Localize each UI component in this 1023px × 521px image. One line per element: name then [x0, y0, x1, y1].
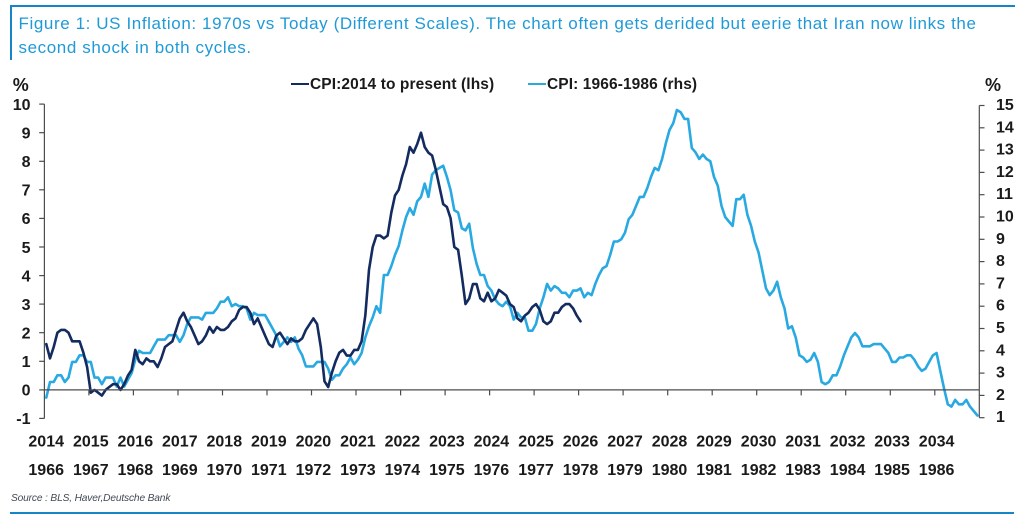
svg-text:-1: -1	[16, 411, 30, 428]
svg-text:2028: 2028	[652, 433, 688, 450]
svg-text:1979: 1979	[607, 462, 643, 479]
svg-text:3: 3	[996, 365, 1005, 382]
svg-text:1: 1	[996, 409, 1005, 426]
svg-text:2026: 2026	[563, 433, 599, 450]
svg-text:2: 2	[996, 387, 1005, 404]
svg-text:6: 6	[22, 211, 31, 228]
svg-text:1972: 1972	[296, 462, 332, 479]
svg-text:1969: 1969	[162, 462, 198, 479]
svg-text:13: 13	[996, 142, 1014, 159]
svg-text:2030: 2030	[741, 433, 777, 450]
svg-text:%: %	[985, 75, 1001, 95]
svg-text:4: 4	[22, 268, 31, 285]
svg-text:2019: 2019	[251, 433, 287, 450]
svg-text:5: 5	[996, 320, 1005, 337]
svg-text:0: 0	[22, 383, 31, 400]
svg-text:8: 8	[996, 253, 1005, 270]
svg-text:1971: 1971	[251, 462, 287, 479]
svg-text:1975: 1975	[429, 462, 465, 479]
svg-text:1983: 1983	[785, 462, 821, 479]
svg-text:1977: 1977	[518, 462, 554, 479]
svg-text:1: 1	[22, 354, 31, 371]
svg-text:1974: 1974	[385, 462, 421, 479]
svg-text:10: 10	[996, 209, 1014, 226]
svg-text:1970: 1970	[207, 462, 243, 479]
svg-text:2034: 2034	[919, 433, 955, 450]
svg-text:2015: 2015	[73, 433, 109, 450]
svg-text:2018: 2018	[207, 433, 243, 450]
svg-text:2024: 2024	[474, 433, 510, 450]
svg-text:1973: 1973	[340, 462, 376, 479]
svg-text:2025: 2025	[518, 433, 554, 450]
svg-text:12: 12	[996, 164, 1014, 181]
svg-text:2033: 2033	[874, 433, 910, 450]
svg-text:5: 5	[22, 240, 31, 257]
svg-text:2027: 2027	[607, 433, 643, 450]
svg-text:1981: 1981	[696, 462, 732, 479]
svg-text:1968: 1968	[118, 462, 154, 479]
svg-text:15: 15	[996, 97, 1014, 114]
svg-text:8: 8	[22, 154, 31, 171]
svg-text:10: 10	[13, 97, 31, 114]
svg-text:1985: 1985	[874, 462, 910, 479]
svg-text:2032: 2032	[830, 433, 866, 450]
svg-text:9: 9	[996, 231, 1005, 248]
svg-text:6: 6	[996, 298, 1005, 315]
svg-text:1980: 1980	[652, 462, 688, 479]
svg-text:1978: 1978	[563, 462, 599, 479]
svg-text:2016: 2016	[118, 433, 154, 450]
svg-text:3: 3	[22, 297, 31, 314]
svg-text:2020: 2020	[296, 433, 332, 450]
svg-text:4: 4	[996, 342, 1005, 359]
svg-text:2014: 2014	[28, 433, 64, 450]
svg-text:7: 7	[996, 275, 1005, 292]
svg-text:14: 14	[996, 119, 1014, 136]
svg-text:1986: 1986	[919, 462, 955, 479]
svg-text:2017: 2017	[162, 433, 198, 450]
svg-text:2021: 2021	[340, 433, 376, 450]
svg-text:1966: 1966	[28, 462, 64, 479]
svg-text:2023: 2023	[429, 433, 465, 450]
svg-text:11: 11	[996, 186, 1013, 203]
svg-text:2022: 2022	[385, 433, 421, 450]
svg-text:%: %	[13, 75, 29, 95]
svg-text:1982: 1982	[741, 462, 777, 479]
svg-text:1967: 1967	[73, 462, 109, 479]
svg-text:9: 9	[22, 126, 31, 143]
svg-text:2: 2	[22, 326, 31, 343]
svg-text:1984: 1984	[830, 462, 866, 479]
svg-text:7: 7	[22, 183, 31, 200]
svg-text:2031: 2031	[785, 433, 821, 450]
svg-text:1976: 1976	[474, 462, 510, 479]
svg-text:2029: 2029	[696, 433, 732, 450]
